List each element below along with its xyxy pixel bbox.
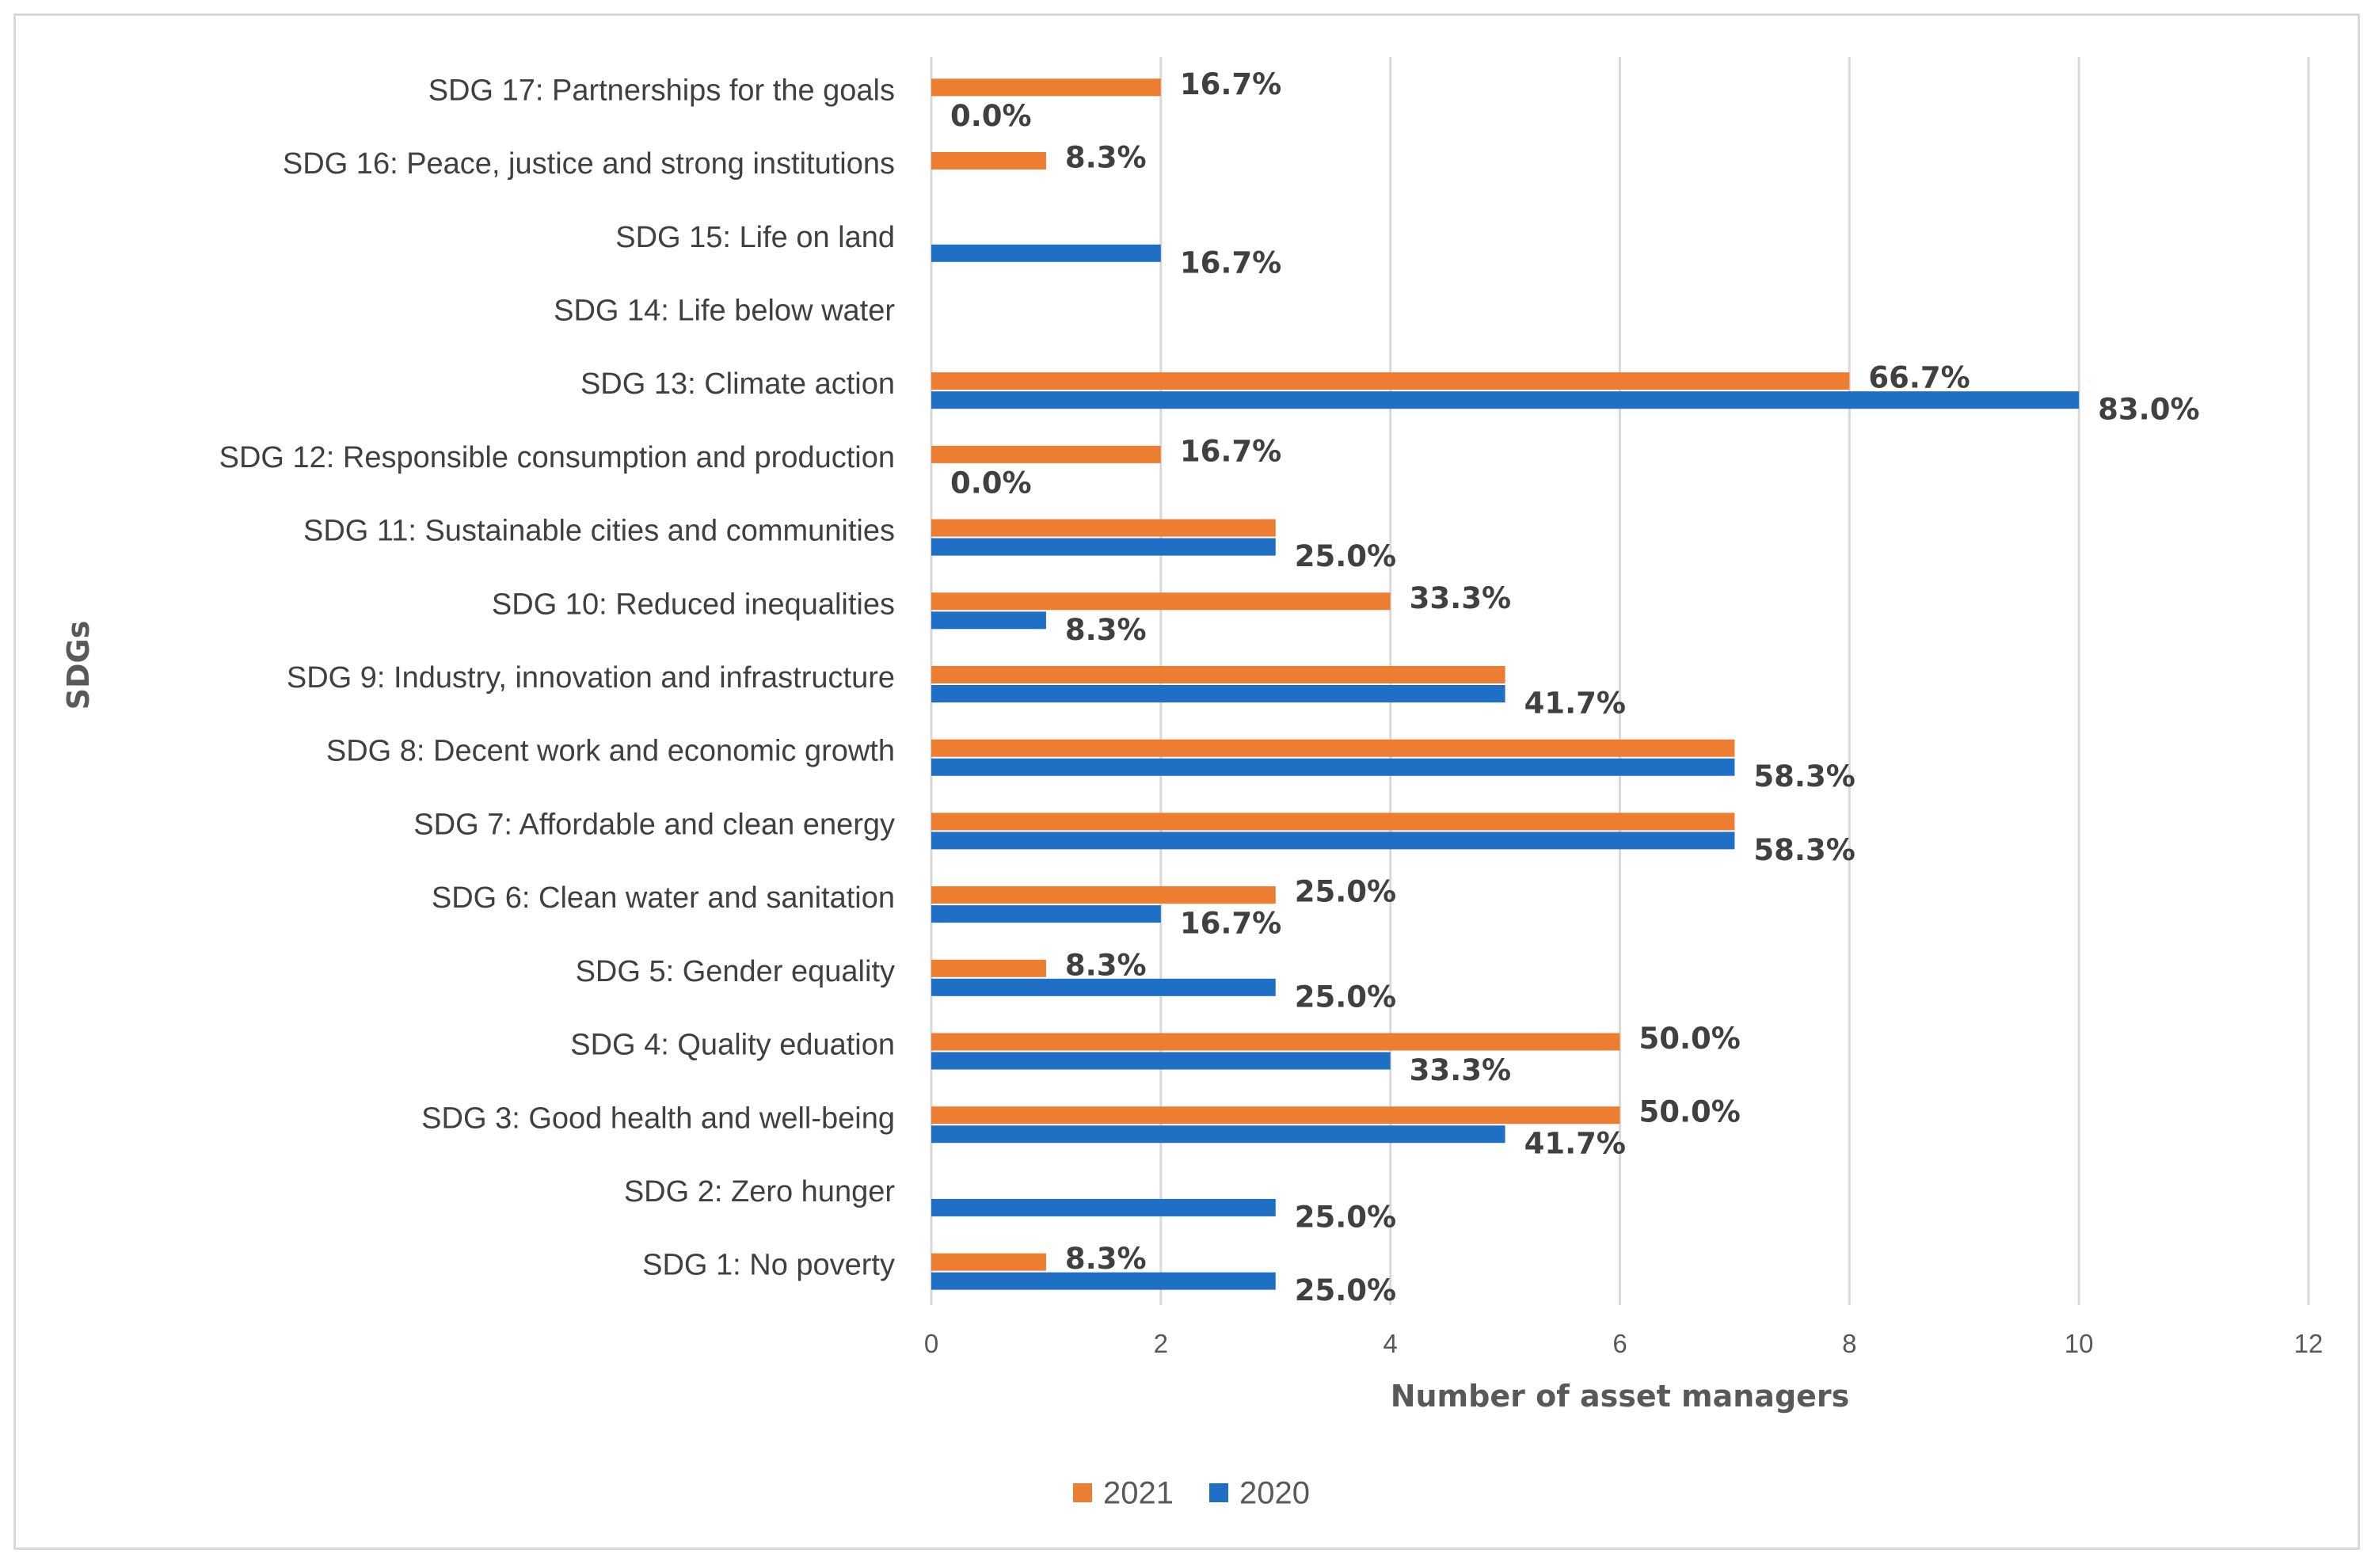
category-label-12: SDG 12: Responsible consumption and prod… — [219, 441, 895, 474]
bar-2020-sdg-6 — [931, 905, 1161, 923]
bar-2020-sdg-7 — [931, 832, 1735, 850]
category-label-8: SDG 8: Decent work and economic growth — [326, 735, 895, 768]
bar-2021-sdg-16 — [931, 152, 1046, 170]
y-axis-title: SDGs — [61, 621, 96, 710]
data-label-2021-sdg-5: 8.3% — [1065, 948, 1147, 982]
data-label-2020-sdg-12: 0.0% — [950, 466, 1032, 500]
data-label-2021-sdg-1: 8.3% — [1065, 1242, 1147, 1276]
data-label-2021-sdg-16: 8.3% — [1065, 141, 1147, 175]
data-label-2020-sdg-4: 33.3% — [1410, 1053, 1511, 1087]
bar-2021-sdg-4 — [931, 1033, 1620, 1051]
bars — [931, 78, 2080, 1290]
x-tick-label-6: 6 — [1612, 1329, 1627, 1358]
category-label-6: SDG 6: Clean water and sanitation — [432, 881, 895, 915]
chart-frame — [13, 13, 2360, 1550]
bar-2020-sdg-13 — [931, 391, 2080, 409]
data-label-2020-sdg-15: 16.7% — [1180, 245, 1281, 280]
category-label-2: SDG 2: Zero hunger — [624, 1175, 896, 1208]
legend: 2021 2020 — [1073, 1476, 1310, 1511]
data-labels: 8.3% 50.0% 50.0% 8.3% 25.0% 33.3% 16.7% 66.7% 8.… — [950, 67, 2200, 1307]
data-label-2020-sdg-10: 8.3% — [1065, 613, 1147, 647]
category-label-4: SDG 4: Quality eduation — [570, 1029, 895, 1062]
category-label-10: SDG 10: Reduced inequalities — [492, 588, 895, 621]
bar-2020-sdg-1 — [931, 1272, 1276, 1290]
bar-2020-sdg-2 — [931, 1198, 1276, 1216]
bar-2021-sdg-13 — [931, 372, 1850, 390]
bar-2021-sdg-3 — [931, 1106, 1620, 1125]
bar-2020-sdg-11 — [931, 538, 1276, 556]
bar-2020-sdg-4 — [931, 1052, 1391, 1070]
x-tick-labels: 0 2 4 6 8 10 12 — [924, 1329, 2324, 1358]
bar-2021-sdg-17 — [931, 78, 1161, 97]
data-label-2020-sdg-1: 25.0% — [1295, 1273, 1396, 1307]
category-label-11: SDG 11: Sustainable cities and communiti… — [303, 515, 895, 548]
category-label-17: SDG 17: Partnerships for the goals — [428, 74, 895, 107]
category-labels: SDG 1: No poverty SDG 2: Zero hunger SDG 3… — [219, 74, 896, 1281]
category-label-14: SDG 14: Life below water — [554, 295, 895, 328]
category-label-1: SDG 1: No poverty — [642, 1249, 895, 1282]
data-label-2020-sdg-7: 58.3% — [1753, 833, 1855, 867]
bar-2021-sdg-12 — [931, 445, 1161, 463]
bar-2021-sdg-10 — [931, 592, 1391, 611]
data-label-2020-sdg-8: 58.3% — [1753, 759, 1855, 794]
bar-2021-sdg-8 — [931, 739, 1735, 757]
x-tick-label-10: 10 — [2065, 1329, 2094, 1358]
data-label-2020-sdg-5: 25.0% — [1295, 980, 1396, 1014]
category-label-16: SDG 16: Peace, justice and strong instit… — [283, 147, 895, 181]
gridlines — [930, 57, 2310, 1305]
category-label-13: SDG 13: Climate action — [580, 367, 895, 401]
category-label-5: SDG 5: Gender equality — [576, 955, 895, 988]
category-label-9: SDG 9: Industry, innovation and infrastr… — [287, 661, 895, 695]
data-label-2020-sdg-17: 0.0% — [950, 99, 1032, 133]
bar-2020-sdg-10 — [931, 611, 1046, 630]
bar-2021-sdg-7 — [931, 813, 1735, 831]
data-label-2020-sdg-6: 16.7% — [1180, 907, 1281, 941]
data-label-2020-sdg-3: 41.7% — [1524, 1127, 1626, 1161]
data-label-2021-sdg-3: 50.0% — [1639, 1095, 1741, 1129]
legend-label-2020: 2020 — [1239, 1476, 1310, 1511]
bar-2020-sdg-15 — [931, 244, 1161, 262]
x-tick-label-12: 12 — [2294, 1329, 2324, 1358]
category-label-15: SDG 15: Life on land — [615, 221, 895, 254]
data-label-2020-sdg-11: 25.0% — [1295, 539, 1396, 573]
bar-2020-sdg-5 — [931, 978, 1276, 996]
legend-swatch-2020 — [1209, 1483, 1228, 1502]
bar-2020-sdg-8 — [931, 758, 1735, 776]
data-label-2021-sdg-17: 16.7% — [1180, 67, 1281, 101]
bar-2021-sdg-6 — [931, 886, 1276, 904]
x-axis-title: Number of asset managers — [1391, 1379, 1850, 1414]
x-tick-label-4: 4 — [1383, 1329, 1397, 1358]
data-label-2021-sdg-6: 25.0% — [1295, 875, 1396, 909]
data-label-2021-sdg-12: 16.7% — [1180, 434, 1281, 468]
x-tick-label-0: 0 — [924, 1329, 938, 1358]
bar-2020-sdg-9 — [931, 685, 1505, 702]
x-tick-label-8: 8 — [1842, 1329, 1856, 1358]
data-label-2020-sdg-2: 25.0% — [1295, 1200, 1396, 1234]
legend-swatch-2021 — [1073, 1483, 1092, 1502]
category-label-3: SDG 3: Good health and well-being — [421, 1102, 895, 1135]
data-label-2021-sdg-13: 66.7% — [1868, 361, 1970, 395]
bar-2021-sdg-1 — [931, 1253, 1046, 1271]
bar-2020-sdg-3 — [931, 1125, 1505, 1144]
bar-2021-sdg-5 — [931, 959, 1046, 977]
legend-label-2021: 2021 — [1103, 1476, 1174, 1511]
data-label-2021-sdg-10: 33.3% — [1410, 581, 1511, 615]
category-label-7: SDG 7: Affordable and clean energy — [413, 808, 895, 841]
data-label-2021-sdg-4: 50.0% — [1639, 1022, 1741, 1056]
data-label-2020-sdg-9: 41.7% — [1524, 687, 1626, 721]
bar-2021-sdg-9 — [931, 666, 1505, 683]
data-label-2020-sdg-13: 83.0% — [2098, 393, 2199, 427]
x-tick-label-2: 2 — [1154, 1329, 1168, 1358]
bar-2021-sdg-11 — [931, 519, 1276, 537]
